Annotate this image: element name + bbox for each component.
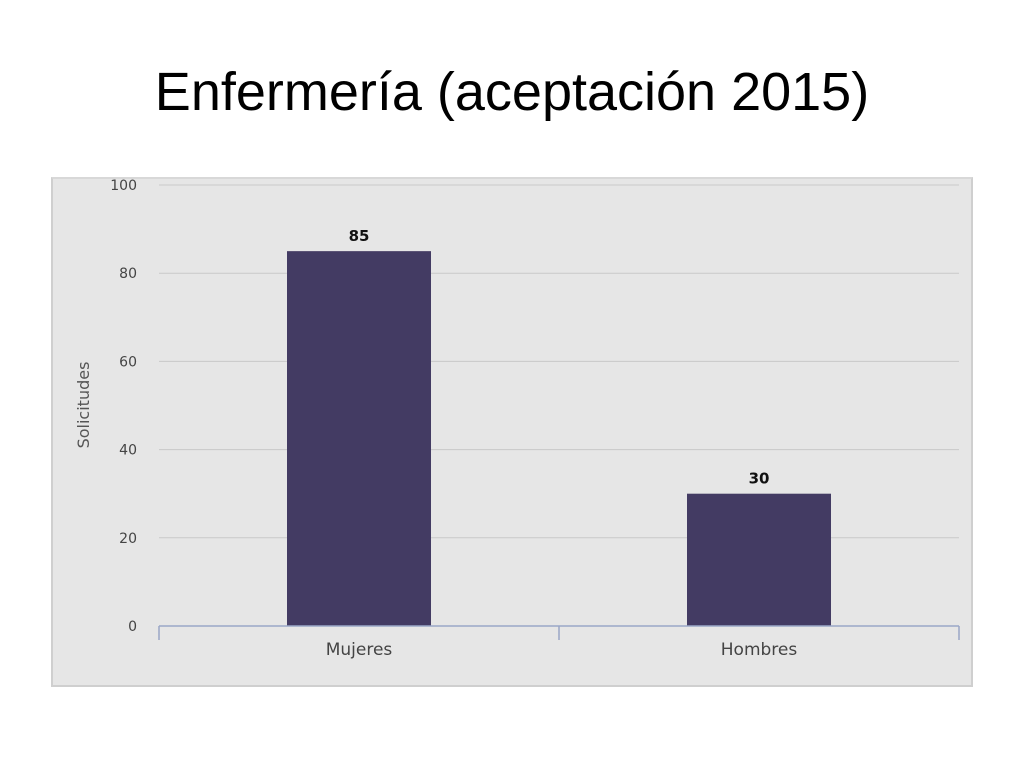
y-tick-label: 80 [119,266,137,282]
y-tick-label: 20 [119,531,137,547]
bars [287,251,831,626]
gridlines [159,184,959,539]
chart-frame: 0 20 40 60 80 100 Mujeres Hombres 85 30 Solicit… [51,177,973,687]
y-tick-label: 60 [119,354,137,370]
y-tick-labels: 0 20 40 60 80 100 [110,179,137,635]
y-axis-title: Solicitudes [74,362,93,449]
y-tick-label: 100 [110,179,137,194]
x-axis [158,625,960,640]
data-labels: 85 30 [349,227,770,488]
category-labels: Mujeres Hombres [326,640,798,660]
bar-chart: 0 20 40 60 80 100 Mujeres Hombres 85 30 Solicit… [74,179,960,660]
bar-hombres [687,493,831,626]
category-label: Hombres [721,640,798,660]
data-label: 30 [749,470,770,488]
y-tick-label: 40 [119,443,137,459]
data-label: 85 [349,227,370,245]
bar-mujeres [287,251,431,626]
category-label: Mujeres [326,640,393,660]
y-tick-label: 0 [128,619,137,635]
slide-title: Enfermería (aceptación 2015) [154,62,870,122]
